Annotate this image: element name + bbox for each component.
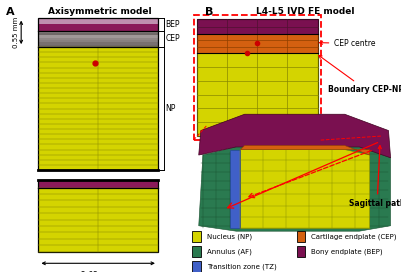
Bar <box>38 38 158 40</box>
Text: Cartilage endplate (CEP): Cartilage endplate (CEP) <box>311 233 397 240</box>
Polygon shape <box>199 147 391 231</box>
Text: NP: NP <box>166 104 176 113</box>
Bar <box>196 53 318 136</box>
Bar <box>196 34 318 53</box>
Polygon shape <box>241 146 370 155</box>
Bar <box>38 180 158 188</box>
Text: Bony endplate (BEP): Bony endplate (BEP) <box>311 248 383 255</box>
Text: A: A <box>6 7 14 17</box>
Bar <box>38 45 158 47</box>
Bar <box>194 15 321 140</box>
Bar <box>38 188 158 252</box>
Bar <box>38 35 158 38</box>
Bar <box>38 24 158 31</box>
Bar <box>297 246 305 257</box>
Bar <box>38 18 158 170</box>
Text: 0.55 mm: 0.55 mm <box>13 17 19 48</box>
Bar <box>38 180 158 252</box>
Bar <box>38 33 158 35</box>
Text: L4-L5 IVD FE model: L4-L5 IVD FE model <box>256 7 354 16</box>
Text: CEP centre: CEP centre <box>320 39 376 48</box>
Polygon shape <box>241 150 370 228</box>
Bar <box>192 261 201 272</box>
Bar <box>192 246 201 257</box>
Text: BEP: BEP <box>166 20 180 29</box>
Text: B: B <box>205 7 213 17</box>
Bar <box>297 231 305 242</box>
Text: Nucleus (NP): Nucleus (NP) <box>207 233 252 240</box>
Text: Axisymmetric model: Axisymmetric model <box>48 7 152 16</box>
Bar <box>192 231 201 242</box>
Text: Annulus (AF): Annulus (AF) <box>207 248 252 255</box>
Bar <box>38 40 158 42</box>
Bar <box>38 31 158 33</box>
Text: Sagittal path: Sagittal path <box>349 146 401 209</box>
Text: 2.63 mm: 2.63 mm <box>81 271 115 272</box>
Bar <box>196 19 318 136</box>
Text: Boundary CEP-NP: Boundary CEP-NP <box>319 55 401 94</box>
Polygon shape <box>199 114 391 158</box>
Text: CEP: CEP <box>166 34 180 44</box>
Bar <box>38 42 158 45</box>
Bar <box>196 19 318 34</box>
Text: Transition zone (TZ): Transition zone (TZ) <box>207 263 277 270</box>
Polygon shape <box>230 150 241 228</box>
Bar <box>38 47 158 170</box>
Bar <box>38 18 158 24</box>
